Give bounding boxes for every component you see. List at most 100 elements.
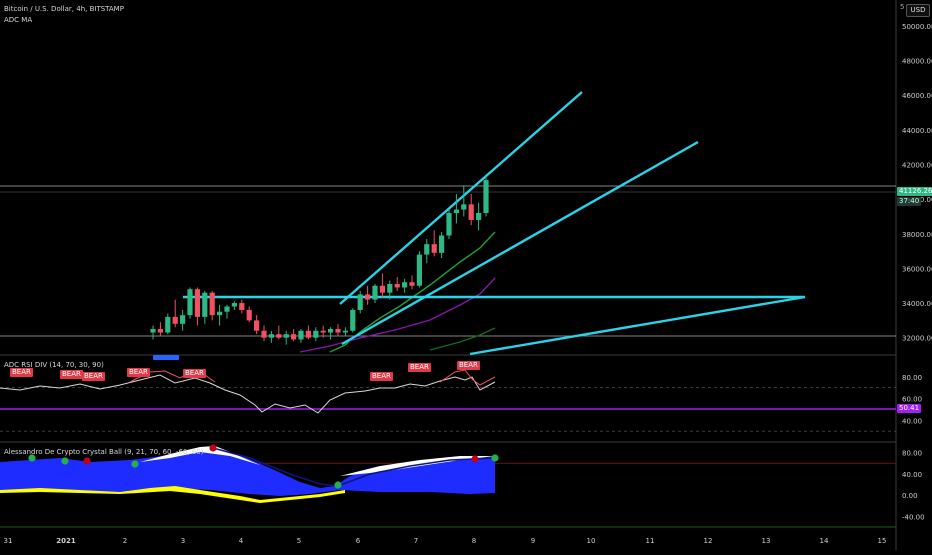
candle	[283, 334, 289, 338]
candle	[372, 285, 378, 300]
ball-dark-line	[337, 457, 496, 487]
candle	[194, 289, 200, 317]
candle	[187, 289, 193, 316]
candle	[209, 292, 215, 316]
time-tick-label: 5	[297, 537, 301, 545]
currency-button[interactable]: USD	[906, 4, 930, 17]
time-tick-label: 10	[587, 537, 596, 545]
ball-yellow-area	[0, 486, 345, 503]
candle	[217, 311, 223, 316]
candle	[276, 334, 282, 338]
candle	[157, 329, 163, 333]
ball-tick-label: 40.00	[902, 471, 922, 479]
candle	[313, 330, 319, 338]
price-tick-label: 48000.00	[902, 58, 932, 66]
trend-line-lower	[341, 140, 699, 346]
bear-signal-tag[interactable]: BEAR	[370, 372, 393, 381]
candle	[320, 330, 326, 333]
price-tick-label: 32000.00	[902, 335, 932, 343]
time-tick-label: 12	[704, 537, 713, 545]
price-tick-label: 44000.00	[902, 127, 932, 135]
indicator-label[interactable]: ADC MA	[4, 16, 33, 24]
candle	[446, 213, 452, 236]
candle	[268, 334, 274, 338]
candle	[416, 254, 422, 286]
bear-signal-tag[interactable]: BEAR	[82, 372, 105, 381]
ball-tick-label: 80.00	[902, 450, 922, 458]
candle	[261, 330, 267, 338]
candle	[461, 204, 467, 210]
time-tick-label: 3	[181, 537, 185, 545]
candle	[231, 303, 237, 307]
ball-fill-area	[0, 448, 495, 496]
candle	[431, 244, 437, 253]
time-tick-label: 15	[878, 537, 887, 545]
candle	[298, 330, 304, 340]
candle	[402, 282, 408, 288]
ball-white-area	[140, 446, 260, 465]
candle	[305, 330, 311, 338]
price-tick-label: 38000.00	[902, 231, 932, 239]
ball-signal-dot-green	[491, 454, 499, 462]
candle	[424, 244, 430, 255]
last-price-label: 41126.26	[897, 187, 932, 196]
countdown-label: 37:40	[897, 197, 922, 206]
buy-signal-tag[interactable]	[153, 355, 179, 360]
rsi-tick-label: 60.00	[902, 396, 922, 404]
price-tick-label: 50000.00	[902, 23, 932, 31]
time-tick-label: 9	[531, 537, 535, 545]
ma-darkgreen-line	[429, 327, 496, 351]
rsi-pane-title[interactable]: ADC RSI DIV (14, 70, 30, 90)	[4, 361, 104, 369]
ball-dark-line	[212, 447, 339, 487]
candle	[394, 284, 400, 288]
candle	[180, 315, 186, 324]
candle	[342, 330, 348, 333]
rsi-tick-label: 40.00	[902, 417, 922, 425]
candle	[365, 294, 371, 300]
candle	[483, 180, 489, 213]
candle	[476, 213, 482, 220]
rsi-current-label: 50.41	[897, 404, 922, 413]
bear-signal-tag[interactable]: BEAR	[60, 370, 83, 379]
bear-signal-tag[interactable]: BEAR	[457, 361, 480, 370]
candle	[439, 235, 445, 253]
ball-signal-dot-green	[28, 454, 36, 462]
candle	[254, 320, 260, 331]
price-tick-label: 42000.00	[902, 162, 932, 170]
ball-signal-dot-green	[131, 460, 139, 468]
price-tick-label: 34000.00	[902, 300, 932, 308]
ball-signal-dot-green	[334, 481, 342, 489]
candle	[202, 292, 208, 317]
time-tick-label: 4	[239, 537, 244, 545]
bear-signal-tag[interactable]: BEAR	[10, 368, 33, 377]
candle	[468, 204, 474, 220]
candle	[328, 329, 334, 333]
price-tick-label: 46000.00	[902, 92, 932, 100]
time-tick-label: 2021	[56, 537, 76, 545]
time-tick-label: 8	[472, 537, 476, 545]
ball-tick-label: 0.00	[902, 492, 918, 500]
rsi-tick-label: 80.00	[902, 374, 922, 382]
trend-line-bottom	[469, 295, 806, 356]
candle	[165, 316, 171, 333]
time-tick-label: 2	[123, 537, 127, 545]
candle	[350, 309, 356, 331]
ball-pane-title[interactable]: Alessandro De Crypto Crystal Ball (9, 21…	[4, 448, 204, 456]
candle	[335, 329, 341, 333]
time-tick-label: 6	[356, 537, 361, 545]
trend-line-upper	[339, 91, 583, 305]
bear-signal-tag[interactable]: BEAR	[127, 368, 150, 377]
ball-signal-dot-red	[83, 457, 91, 465]
ball-signal-dot-red	[209, 444, 217, 452]
ball-tick-label: -40.00	[902, 513, 925, 521]
time-tick-label: 7	[414, 537, 418, 545]
bear-signal-tag[interactable]: BEAR	[183, 369, 206, 378]
corner-marker: 5	[900, 3, 905, 11]
candle	[291, 334, 297, 340]
symbol-title[interactable]: Bitcoin / U.S. Dollar, 4h, BITSTAMP	[4, 5, 124, 13]
price-tick-label: 36000.00	[902, 265, 932, 273]
ball-signal-dot-red	[471, 455, 479, 463]
bear-signal-tag[interactable]: BEAR	[408, 363, 431, 372]
